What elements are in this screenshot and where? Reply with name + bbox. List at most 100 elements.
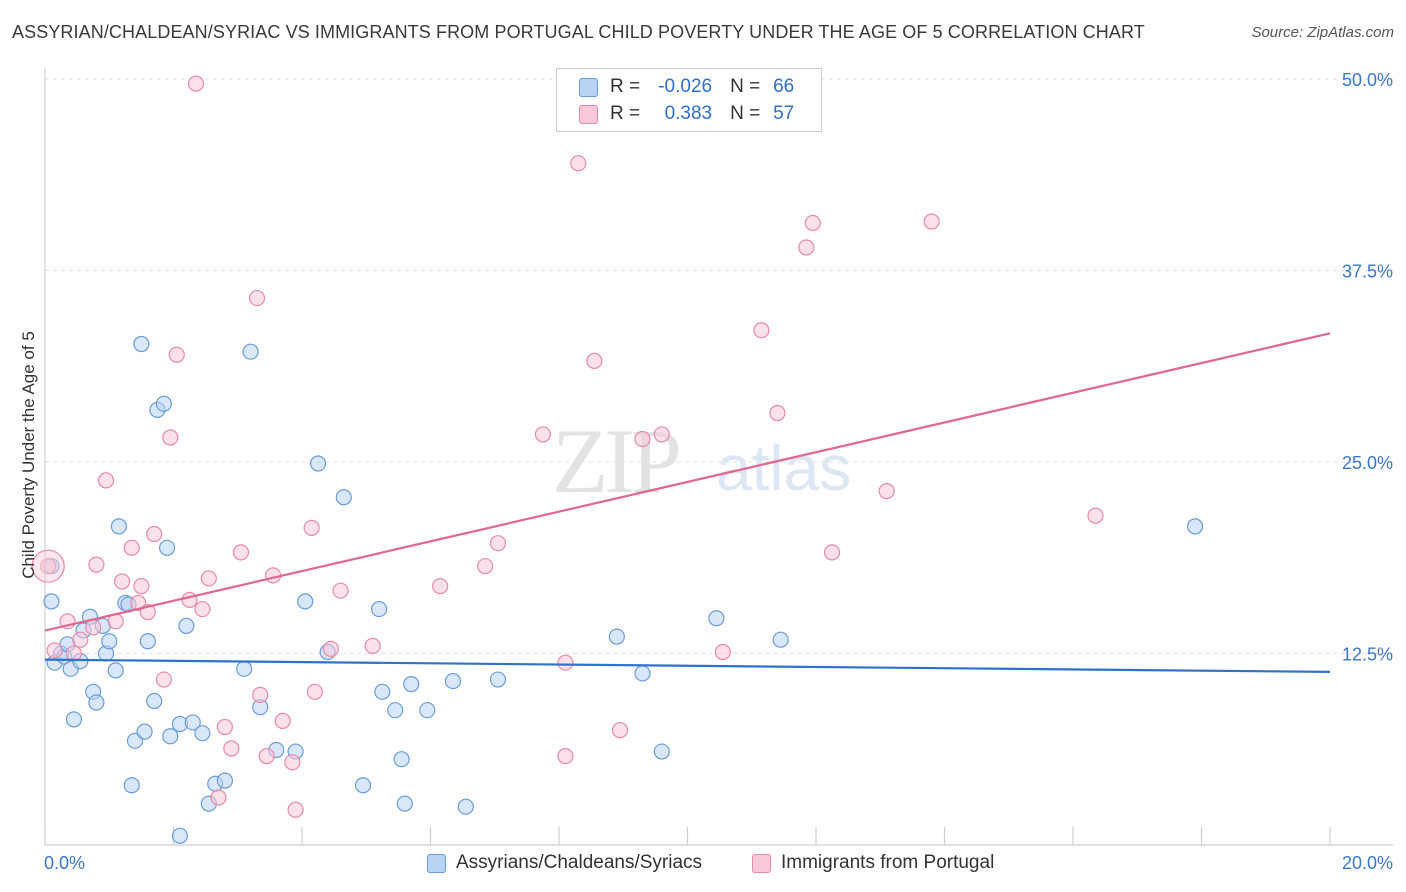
legend-item-portugal: Immigrants from Portugal	[752, 852, 994, 874]
data-point	[284, 754, 301, 771]
n-value: 66	[773, 76, 795, 97]
data-point	[194, 725, 211, 742]
data-point	[146, 525, 163, 543]
data-point	[242, 343, 259, 360]
data-point	[88, 694, 105, 711]
r-label: R =	[610, 103, 641, 124]
legend-row-portugal: R = 0.383 N = 57	[579, 101, 794, 127]
data-point	[387, 702, 404, 719]
n-value: 57	[773, 103, 795, 124]
data-point	[113, 573, 131, 590]
data-point	[155, 671, 172, 688]
data-point	[88, 556, 105, 573]
data-point	[65, 645, 83, 662]
data-point	[477, 558, 494, 575]
data-point	[168, 346, 185, 363]
data-point	[110, 518, 127, 535]
data-point	[309, 455, 327, 472]
data-point	[297, 593, 314, 610]
data-point	[162, 429, 179, 446]
data-point	[232, 544, 250, 561]
data-point	[586, 352, 603, 369]
data-point	[178, 617, 195, 635]
data-point	[570, 155, 587, 172]
data-point	[210, 789, 227, 806]
data-point	[146, 692, 163, 710]
data-point	[753, 322, 770, 339]
axes	[44, 68, 1393, 846]
watermark: ZIP atlas	[552, 410, 851, 512]
data-point	[248, 289, 266, 307]
y-tick-label: 50.0%	[1342, 70, 1393, 90]
watermark-zip: ZIP	[552, 410, 679, 512]
data-point	[634, 430, 651, 448]
data-point	[489, 535, 507, 552]
data-point	[714, 643, 731, 661]
data-point	[1186, 518, 1204, 535]
data-point	[653, 743, 670, 760]
watermark-atlas: atlas	[716, 432, 851, 504]
data-point	[187, 75, 205, 92]
data-point	[133, 577, 150, 595]
trend-lines	[44, 332, 1331, 673]
data-point	[923, 213, 940, 230]
legend-swatch-portugal	[752, 853, 771, 873]
data-point	[216, 718, 233, 736]
data-point	[374, 683, 391, 700]
data-point	[72, 631, 89, 648]
data-point	[40, 558, 57, 575]
data-point	[322, 640, 340, 658]
data-point	[274, 712, 291, 730]
data-point	[236, 660, 253, 677]
data-point	[557, 748, 574, 765]
data-point	[653, 426, 670, 443]
data-point	[608, 628, 625, 645]
axis-labels: 12.5% 25.0% 37.5% 50.0% 0.0% 20.0% Child Pover…	[19, 70, 1393, 873]
data-point	[772, 631, 789, 648]
y-tick-label: 25.0%	[1342, 453, 1393, 473]
data-point	[97, 472, 115, 489]
y-axis-title: Child Poverty Under the Age of 5	[19, 331, 38, 579]
data-point	[419, 702, 436, 719]
data-point	[611, 721, 629, 739]
data-point	[184, 714, 201, 731]
trend-line	[44, 332, 1331, 632]
data-point	[123, 539, 140, 556]
data-point	[181, 591, 198, 608]
data-point	[216, 772, 233, 789]
data-point	[332, 582, 349, 599]
data-point	[264, 567, 282, 584]
data-point	[194, 600, 211, 618]
data-point	[371, 600, 388, 618]
chart-title: ASSYRIAN/CHALDEAN/SYRIAC VS IMMIGRANTS F…	[12, 22, 1145, 42]
data-point	[403, 676, 420, 693]
data-point	[396, 795, 413, 812]
data-point	[258, 748, 275, 765]
data-point	[139, 633, 156, 650]
legend-item-assyrians: Assyrians/Chaldeans/Syriacs	[427, 852, 702, 874]
data-point	[303, 519, 320, 536]
data-point	[171, 827, 189, 844]
legend-label-assyrians: Assyrians/Chaldeans/Syriacs	[456, 852, 703, 873]
data-point	[489, 671, 507, 688]
data-point	[46, 642, 63, 659]
data-point-large	[31, 549, 65, 583]
data-point	[804, 214, 821, 232]
correlation-legend: R = -0.026 N = 66 R = 0.383 N = 57	[556, 68, 822, 132]
data-point	[557, 654, 574, 671]
data-point	[101, 633, 118, 650]
data-point	[136, 723, 153, 740]
r-value: -0.026	[658, 76, 713, 97]
data-point	[1087, 507, 1104, 524]
legend-swatch-assyrians	[427, 853, 446, 873]
data-point	[457, 798, 474, 815]
legend-row-assyrians: R = -0.026 N = 66	[579, 74, 794, 100]
data-point	[43, 593, 60, 610]
data-point	[432, 577, 449, 595]
data-point	[287, 801, 304, 818]
data-point	[85, 619, 102, 636]
data-point	[306, 683, 323, 700]
data-point	[223, 740, 240, 757]
x-tick-label: 20.0%	[1342, 853, 1393, 873]
